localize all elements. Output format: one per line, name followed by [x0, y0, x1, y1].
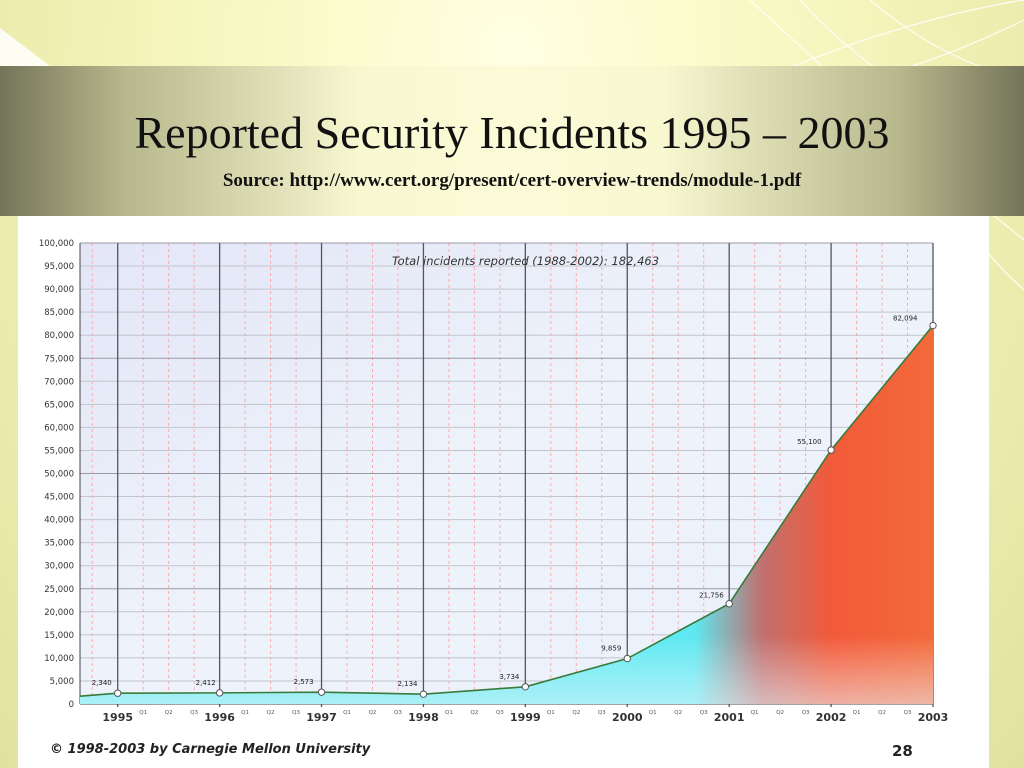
y-tick-label: 60,000: [44, 423, 74, 433]
data-label: 2,340: [92, 679, 112, 687]
x-tick-label: 1995: [102, 711, 133, 724]
data-label: 9,859: [601, 645, 621, 653]
y-tick-label: 15,000: [44, 631, 74, 641]
quarter-label: Q3: [190, 710, 198, 716]
y-tick-label: 35,000: [44, 539, 74, 549]
quarter-label: Q2: [165, 710, 173, 716]
data-label: 3,734: [499, 673, 520, 681]
data-point: [215, 689, 224, 697]
x-tick-label: 2003: [918, 711, 949, 724]
quarter-label: Q2: [572, 710, 580, 716]
data-point: [317, 688, 326, 696]
quarter-label: Q2: [267, 710, 275, 716]
chart-panel: 2,340 2,412 2,573 2,134 3,734 9,859 21,756 55,1…: [18, 216, 989, 768]
quarter-label: Q3: [802, 710, 810, 716]
data-point: [929, 321, 937, 330]
data-point: [521, 683, 530, 691]
quarter-label: Q1: [751, 710, 759, 716]
quarter-label: Q3: [292, 710, 300, 716]
page-number: 28: [892, 742, 913, 760]
y-tick-label: 40,000: [44, 516, 74, 526]
quarter-label: Q1: [343, 710, 351, 716]
x-tick-label: 1997: [306, 711, 337, 724]
data-point: [827, 446, 835, 454]
quarter-label: Q2: [369, 710, 377, 716]
incidents-line: [79, 325, 934, 698]
x-tick-label: 1999: [510, 711, 541, 724]
y-tick-label: 100,000: [39, 239, 74, 249]
slide-source: Source: http://www.cert.org/present/cert…: [222, 170, 802, 191]
data-label: 2,573: [294, 678, 314, 686]
incidents-area-chart: 2,340 2,412 2,573 2,134 3,734 9,859 21,756 55,1…: [39, 239, 949, 724]
x-tick-label: 1998: [408, 711, 439, 724]
data-point: [623, 654, 631, 663]
y-tick-label: 25,000: [44, 585, 74, 595]
data-label: 82,094: [893, 315, 918, 323]
y-tick-label: 85,000: [44, 308, 74, 318]
y-tick-label: 0: [69, 700, 74, 710]
data-point: [725, 600, 733, 608]
y-tick-label: 50,000: [44, 470, 74, 480]
y-tick-label: 90,000: [44, 285, 74, 295]
y-tick-label: 20,000: [44, 608, 74, 618]
copyright-text: © 1998-2003 by Carnegie Mellon Universit…: [50, 742, 371, 757]
chart-annotation: Total incidents reported (1988-2002): 18…: [392, 254, 659, 268]
quarter-label: Q1: [853, 710, 861, 716]
quarter-label: Q2: [470, 710, 478, 716]
quarter-label: Q3: [700, 710, 708, 716]
y-tick-label: 10,000: [44, 654, 74, 664]
quarter-label: Q3: [394, 710, 402, 716]
data-label: 55,100: [797, 438, 822, 446]
quarter-label: Q1: [547, 710, 555, 716]
y-tick-label: 75,000: [44, 354, 74, 364]
slide-title: Reported Security Incidents 1995 – 2003: [134, 107, 890, 158]
quarter-label: Q2: [674, 710, 682, 716]
y-tick-label: 5,000: [50, 677, 74, 687]
y-tick-label: 70,000: [44, 377, 74, 387]
quarter-label: Q3: [598, 710, 606, 716]
x-tick-label: 2000: [612, 711, 643, 724]
quarter-label: Q1: [649, 710, 657, 716]
y-tick-label: 65,000: [44, 400, 74, 410]
data-label: 21,756: [699, 592, 724, 600]
x-tick-label: 2002: [816, 711, 847, 724]
quarter-label: Q3: [904, 710, 912, 716]
y-tick-label: 80,000: [44, 331, 74, 341]
quarter-label: Q2: [878, 710, 886, 716]
x-tick-label: 1996: [204, 711, 235, 724]
y-tick-label: 95,000: [44, 262, 74, 272]
data-point: [419, 690, 428, 698]
quarter-label: Q1: [241, 710, 249, 716]
y-tick-label: 55,000: [44, 446, 74, 456]
data-label: 2,134: [397, 680, 418, 688]
quarter-label: Q2: [776, 710, 784, 716]
header-band: [0, 66, 1024, 216]
x-tick-label: 2001: [714, 711, 745, 724]
y-tick-label: 30,000: [44, 562, 74, 572]
y-tick-label: 45,000: [44, 493, 74, 503]
data-label: 2,412: [196, 679, 216, 687]
quarter-label: Q3: [496, 710, 504, 716]
data-point: [114, 689, 122, 697]
quarter-label: Q1: [445, 710, 453, 716]
quarter-label: Q1: [139, 710, 147, 716]
